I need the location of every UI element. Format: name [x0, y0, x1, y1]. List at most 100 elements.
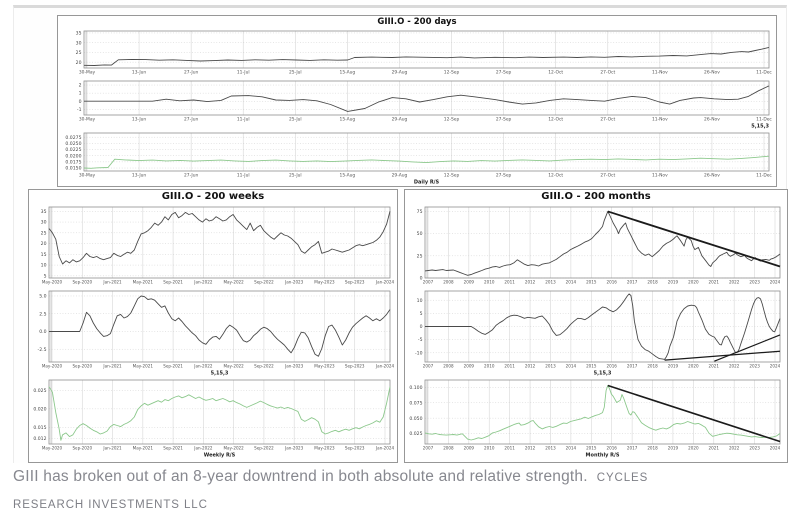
svg-text:May-2021: May-2021 [133, 280, 154, 285]
svg-text:5.0: 5.0 [39, 294, 46, 300]
svg-text:-10: -10 [415, 350, 423, 356]
svg-text:75: 75 [417, 209, 423, 215]
svg-text:Jan-2024: Jan-2024 [375, 364, 395, 369]
svg-text:2011: 2011 [504, 280, 515, 285]
svg-text:2020: 2020 [688, 364, 699, 369]
svg-text:Sep-2023: Sep-2023 [345, 446, 365, 451]
svg-text:2010: 2010 [484, 446, 495, 451]
svg-text:5,15,3: 5,15,3 [594, 371, 612, 377]
svg-text:Jan-2024: Jan-2024 [375, 280, 395, 285]
svg-text:11-Nov: 11-Nov [652, 70, 668, 76]
svg-text:2015: 2015 [586, 364, 597, 369]
svg-text:10: 10 [417, 298, 423, 304]
svg-text:0.050: 0.050 [409, 416, 422, 422]
svg-text:27-Jun: 27-Jun [184, 117, 198, 123]
svg-text:11-Nov: 11-Nov [652, 117, 668, 123]
svg-text:Jan-2021: Jan-2021 [102, 280, 122, 285]
svg-text:2020: 2020 [688, 280, 699, 285]
daily-stochastic-chart: 30-May 13-Jun 27-Jun 11-Jul 25-Jul 15-Aug 29-A… [58, 78, 776, 130]
svg-text:Jan-2021: Jan-2021 [102, 446, 122, 451]
svg-text:29-Aug: 29-Aug [392, 70, 408, 76]
svg-text:Weekly R/S: Weekly R/S [204, 453, 236, 459]
svg-text:2.5: 2.5 [39, 311, 46, 317]
svg-text:May-2022: May-2022 [223, 446, 244, 451]
svg-text:2012: 2012 [525, 364, 536, 369]
svg-text:2015: 2015 [586, 280, 597, 285]
svg-text:May-2021: May-2021 [133, 364, 154, 369]
svg-text:12-Oct: 12-Oct [548, 70, 563, 76]
svg-text:2021: 2021 [709, 364, 720, 369]
svg-text:2022: 2022 [729, 280, 740, 285]
svg-text:27-Jun: 27-Jun [184, 173, 198, 179]
svg-text:13-Jun: 13-Jun [132, 70, 146, 76]
svg-text:0.0250: 0.0250 [65, 141, 81, 147]
svg-text:2021: 2021 [709, 280, 720, 285]
svg-text:35: 35 [41, 209, 47, 215]
svg-text:2007: 2007 [423, 446, 434, 451]
svg-text:10: 10 [41, 263, 47, 269]
svg-text:12-Sep: 12-Sep [444, 117, 460, 123]
svg-text:2016: 2016 [606, 280, 617, 285]
svg-text:2014: 2014 [566, 280, 577, 285]
charts-figure: GIII.O - 200 days 30-May 13-Jun 27-Jun 11-J… [13, 5, 788, 463]
weekly-relative-strength-chart: May-2020 Sep-2020 Jan-2021 May-2021 Sep-2021… [29, 377, 397, 459]
svg-text:11-Jul: 11-Jul [237, 117, 250, 123]
svg-text:25-Jul: 25-Jul [289, 70, 302, 76]
daily-relative-strength-chart: 30-May 13-Jun 27-Jun 11-Jul 25-Jul 15-Aug 29-A… [58, 130, 776, 186]
svg-text:2022: 2022 [729, 446, 740, 451]
svg-text:11-Nov: 11-Nov [652, 173, 668, 179]
svg-text:27-Oct: 27-Oct [600, 117, 615, 123]
svg-text:-5: -5 [418, 337, 423, 343]
svg-text:2016: 2016 [606, 364, 617, 369]
svg-text:May-2023: May-2023 [314, 364, 335, 369]
svg-text:-2.5: -2.5 [38, 347, 47, 353]
svg-text:2009: 2009 [464, 446, 475, 451]
svg-text:29-Aug: 29-Aug [392, 117, 408, 123]
svg-text:2011: 2011 [504, 364, 515, 369]
svg-text:2013: 2013 [545, 364, 556, 369]
chart-title-200-days: GIII.O - 200 days [377, 17, 457, 27]
svg-text:2018: 2018 [647, 280, 658, 285]
svg-text:May-2020: May-2020 [42, 446, 63, 451]
svg-text:0.0175: 0.0175 [65, 159, 81, 165]
svg-text:27-Sep: 27-Sep [496, 70, 512, 76]
svg-text:2009: 2009 [464, 280, 475, 285]
svg-text:0: 0 [420, 276, 423, 282]
svg-text:30: 30 [41, 220, 47, 226]
svg-text:Sep-2021: Sep-2021 [163, 364, 183, 369]
svg-text:Sep-2020: Sep-2020 [72, 446, 92, 451]
svg-text:2: 2 [79, 83, 82, 89]
svg-text:2020: 2020 [688, 446, 699, 451]
svg-text:May-2020: May-2020 [42, 364, 63, 369]
svg-text:2016: 2016 [606, 446, 617, 451]
svg-text:27-Oct: 27-Oct [600, 70, 615, 76]
svg-text:2023: 2023 [749, 446, 760, 451]
svg-text:27-Sep: 27-Sep [496, 117, 512, 123]
svg-text:Sep-2022: Sep-2022 [254, 280, 274, 285]
svg-text:-1: -1 [77, 107, 82, 113]
panel-200-months: GIII.O - 200 months 2007 2008 2009 2010 2011… [404, 189, 788, 463]
svg-text:2024: 2024 [770, 280, 781, 285]
svg-text:0: 0 [420, 324, 423, 330]
svg-text:0.100: 0.100 [409, 385, 422, 391]
svg-text:2019: 2019 [668, 364, 679, 369]
svg-text:Jan-2022: Jan-2022 [193, 364, 213, 369]
svg-text:15-Aug: 15-Aug [340, 117, 356, 123]
svg-text:2012: 2012 [525, 280, 536, 285]
svg-text:30: 30 [76, 40, 82, 46]
svg-text:2007: 2007 [423, 364, 434, 369]
svg-text:2023: 2023 [749, 364, 760, 369]
daily-price-chart: 30-May 13-Jun 27-Jun 11-Jul 25-Jul 15-Aug 29-A… [58, 28, 776, 78]
svg-text:11-Dec: 11-Dec [756, 70, 772, 76]
svg-text:May-2022: May-2022 [223, 364, 244, 369]
svg-text:2010: 2010 [484, 364, 495, 369]
svg-text:12-Sep: 12-Sep [444, 173, 460, 179]
svg-text:Sep-2023: Sep-2023 [345, 364, 365, 369]
svg-text:11-Jul: 11-Jul [237, 173, 250, 179]
svg-text:13-Jun: 13-Jun [132, 173, 146, 179]
chart-title-200-weeks: GIII.O - 200 weeks [161, 191, 265, 202]
svg-text:2014: 2014 [566, 446, 577, 451]
svg-text:2009: 2009 [464, 364, 475, 369]
svg-text:1: 1 [79, 91, 82, 97]
svg-text:30-May: 30-May [79, 173, 96, 179]
